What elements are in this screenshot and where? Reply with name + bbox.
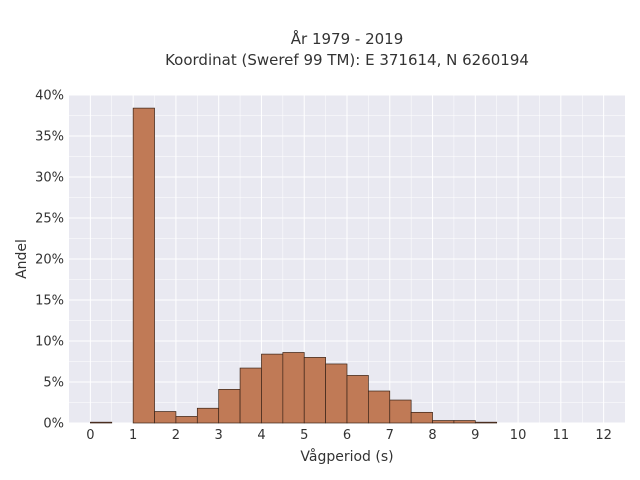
histogram-bar <box>474 421 498 424</box>
y-tick-label: 25% <box>35 212 64 227</box>
x-tick-label: 1 <box>129 428 137 443</box>
histogram-bar <box>261 353 284 424</box>
y-tick-label: 40% <box>35 89 64 104</box>
chart-subtitle: Koordinat (Sweref 99 TM): E 371614, N 62… <box>165 51 529 69</box>
histogram-bar <box>132 107 155 424</box>
y-tick-label: 10% <box>35 335 64 350</box>
y-tick-label: 5% <box>43 376 64 391</box>
histogram-bar <box>175 416 198 424</box>
histogram-bars <box>90 107 498 424</box>
histogram-bar <box>239 367 262 424</box>
x-tick-label: 10 <box>510 428 527 443</box>
histogram-bar <box>218 389 241 424</box>
x-tick-label: 8 <box>428 428 436 443</box>
x-tick-label: 0 <box>86 428 94 443</box>
histogram-bar <box>346 375 369 424</box>
x-tick-label: 11 <box>553 428 570 443</box>
histogram-bar <box>325 363 348 424</box>
histogram-bar <box>154 411 177 424</box>
histogram-bar <box>196 407 220 424</box>
y-tick-label: 0% <box>43 417 64 432</box>
x-tick-label: 6 <box>343 428 351 443</box>
y-tick-label: 15% <box>35 294 64 309</box>
y-tick-label: 30% <box>35 171 64 186</box>
x-tick-label: 3 <box>215 428 223 443</box>
y-axis-label: Andel <box>14 239 30 279</box>
x-tick-label: 2 <box>172 428 180 443</box>
x-tick-label: 9 <box>471 428 479 443</box>
y-tick-label: 20% <box>35 253 64 268</box>
chart-title-block: År 1979 - 2019 Koordinat (Sweref 99 TM):… <box>0 29 640 71</box>
x-tick-label: 4 <box>257 428 265 443</box>
histogram-bar <box>389 399 412 424</box>
histogram-bar <box>410 411 433 424</box>
histogram-bar <box>453 420 476 424</box>
histogram-bar <box>282 352 305 424</box>
y-tick-label: 35% <box>35 130 64 145</box>
x-axis-label: Vågperiod (s) <box>300 448 393 465</box>
y-tick-labels: 0% 5% 10% 15% 20% 25% 30% 35% 40% <box>35 89 64 432</box>
histogram-bar <box>90 421 113 424</box>
x-tick-labels: 0 1 2 3 4 5 6 7 8 9 10 11 12 <box>86 428 612 443</box>
x-tick-label: 5 <box>300 428 308 443</box>
x-tick-label: 7 <box>386 428 394 443</box>
histogram-bar <box>368 390 391 424</box>
x-tick-label: 12 <box>595 428 612 443</box>
histogram-bar <box>303 357 326 424</box>
chart-title: År 1979 - 2019 <box>290 30 404 48</box>
histogram-bar <box>432 420 455 424</box>
